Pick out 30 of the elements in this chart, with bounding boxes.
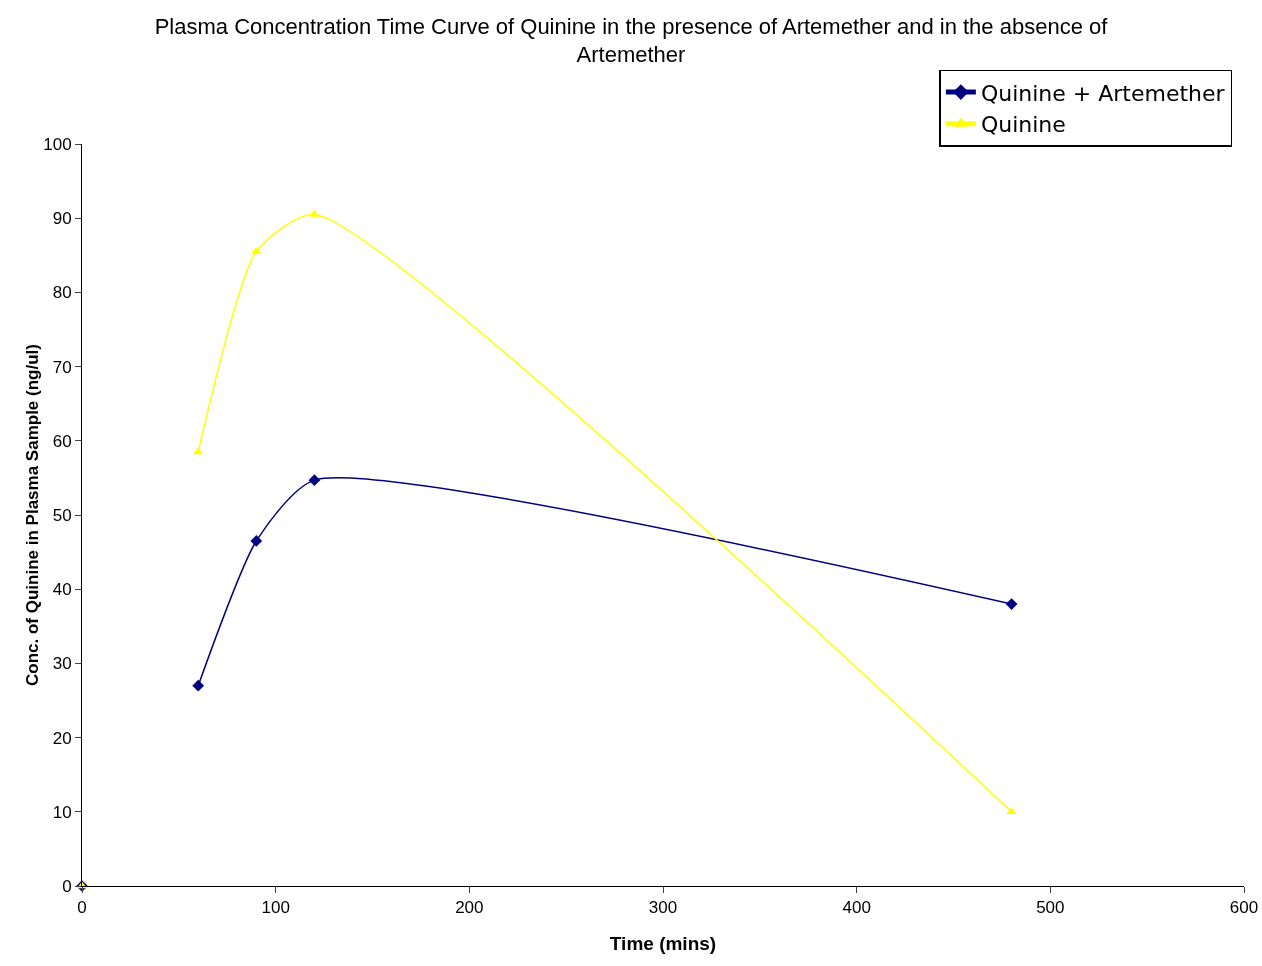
chart-title: Plasma Concentration Time Curve of Quinine in the presence of Artemether and in the absence of Artemether bbox=[154, 13, 1109, 68]
x-tick-label: 300 bbox=[648, 898, 678, 918]
point bbox=[250, 535, 263, 547]
legend-label: Quinine + Artemether bbox=[980, 80, 1226, 106]
x-tick-label: 600 bbox=[1229, 898, 1259, 918]
y-tick-label: 70 bbox=[52, 357, 72, 377]
x-tick-label: 500 bbox=[1036, 898, 1065, 918]
y-tick-label: 20 bbox=[52, 728, 72, 748]
y-tick-label: 0 bbox=[62, 876, 72, 896]
x-tick-label: 0 bbox=[77, 898, 87, 918]
point bbox=[192, 679, 205, 692]
point bbox=[1005, 598, 1018, 610]
point bbox=[309, 209, 320, 217]
x-tick-label: 400 bbox=[842, 898, 871, 918]
y-axis-title: Conc. of Quinine in Plasma Sample (ng/ul) bbox=[23, 344, 42, 686]
y-tick-label: 40 bbox=[52, 580, 72, 600]
y-tick-label: 80 bbox=[52, 283, 72, 303]
x-axis-title: Time (mins) bbox=[609, 933, 717, 955]
point bbox=[308, 474, 321, 486]
y-tick-label: 60 bbox=[52, 431, 72, 451]
y-tick-label: 90 bbox=[52, 209, 72, 229]
x-tick-label: 100 bbox=[261, 898, 290, 918]
y-tick-label: 10 bbox=[52, 802, 72, 822]
legend-label: Quinine bbox=[980, 112, 1066, 138]
y-tick-label: 100 bbox=[43, 134, 72, 154]
x-tick-label: 200 bbox=[455, 898, 484, 918]
y-tick-label: 30 bbox=[52, 654, 72, 674]
point bbox=[1006, 807, 1017, 815]
y-tick-label: 50 bbox=[52, 505, 72, 525]
point bbox=[193, 447, 204, 455]
